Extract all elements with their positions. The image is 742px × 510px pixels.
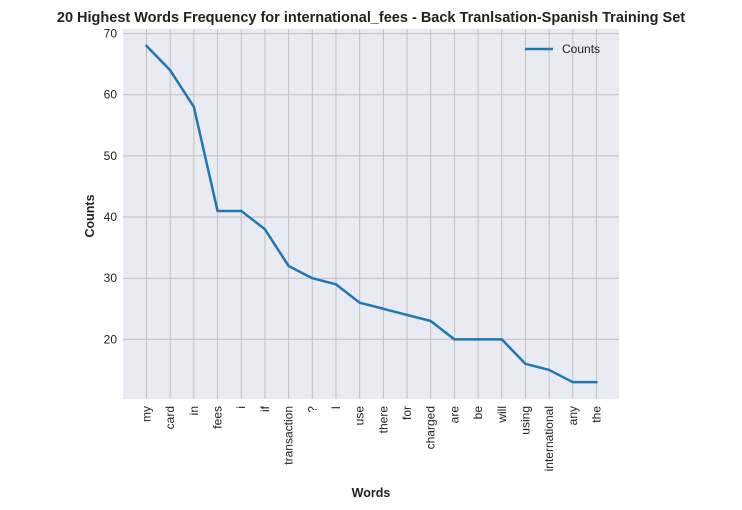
legend-label-counts: Counts xyxy=(562,42,600,56)
data-point xyxy=(571,380,575,384)
data-point xyxy=(547,368,551,372)
data-point xyxy=(263,228,267,231)
legend: Counts xyxy=(525,42,600,56)
data-point xyxy=(145,44,148,48)
x-tick-label: the xyxy=(590,406,604,423)
data-point xyxy=(429,319,432,323)
data-point xyxy=(453,338,456,341)
x-tick-label: international xyxy=(542,406,556,471)
x-tick-label: be xyxy=(471,406,485,420)
data-point xyxy=(334,283,338,286)
x-tick-label: if xyxy=(258,405,272,412)
y-tick-label: 50 xyxy=(104,149,118,163)
data-point xyxy=(476,338,480,341)
x-tick-label: are xyxy=(447,406,461,424)
x-tick-label: my xyxy=(140,406,154,422)
x-tick-label: there xyxy=(376,406,390,434)
data-point xyxy=(287,264,290,268)
x-tick-label: i xyxy=(234,406,248,409)
x-tick-label: any xyxy=(566,406,580,425)
y-axis-label: Counts xyxy=(83,194,97,237)
x-tick-label: for xyxy=(400,406,414,420)
data-point xyxy=(524,362,527,366)
data-point xyxy=(192,105,196,109)
data-point xyxy=(311,277,314,280)
series-line-counts xyxy=(145,44,598,384)
data-point xyxy=(405,313,409,317)
x-tick-label: in xyxy=(187,406,201,415)
y-tick-label: 20 xyxy=(104,332,118,346)
x-tick-label: transaction xyxy=(282,406,296,465)
x-tick-label: charged xyxy=(424,406,438,449)
x-tick-label: use xyxy=(353,406,367,426)
x-axis-label: Words xyxy=(352,486,391,500)
y-tick-label: 70 xyxy=(104,27,118,41)
x-tick-label: I xyxy=(329,406,343,409)
y-tick-labels: 20 30 40 50 60 70 xyxy=(104,27,118,347)
chart-title: 20 Highest Words Frequency for internati… xyxy=(57,10,685,26)
x-tick-label: will xyxy=(495,406,509,424)
data-point xyxy=(240,209,243,213)
y-tick-label: 30 xyxy=(104,271,118,285)
data-point xyxy=(216,209,219,213)
plot-area xyxy=(123,29,619,399)
x-gridlines xyxy=(146,29,597,399)
x-tick-label: using xyxy=(518,406,532,435)
data-point xyxy=(358,301,361,304)
y-tick-label: 40 xyxy=(104,210,118,224)
data-point xyxy=(382,307,385,310)
data-point xyxy=(168,69,172,72)
x-tick-label: fees xyxy=(211,406,225,429)
series-group xyxy=(145,44,598,384)
y-tick-label: 60 xyxy=(104,88,118,102)
x-tick-label: ? xyxy=(305,406,319,413)
data-point xyxy=(595,380,598,384)
data-point xyxy=(500,338,503,341)
x-tick-label: card xyxy=(163,406,177,429)
